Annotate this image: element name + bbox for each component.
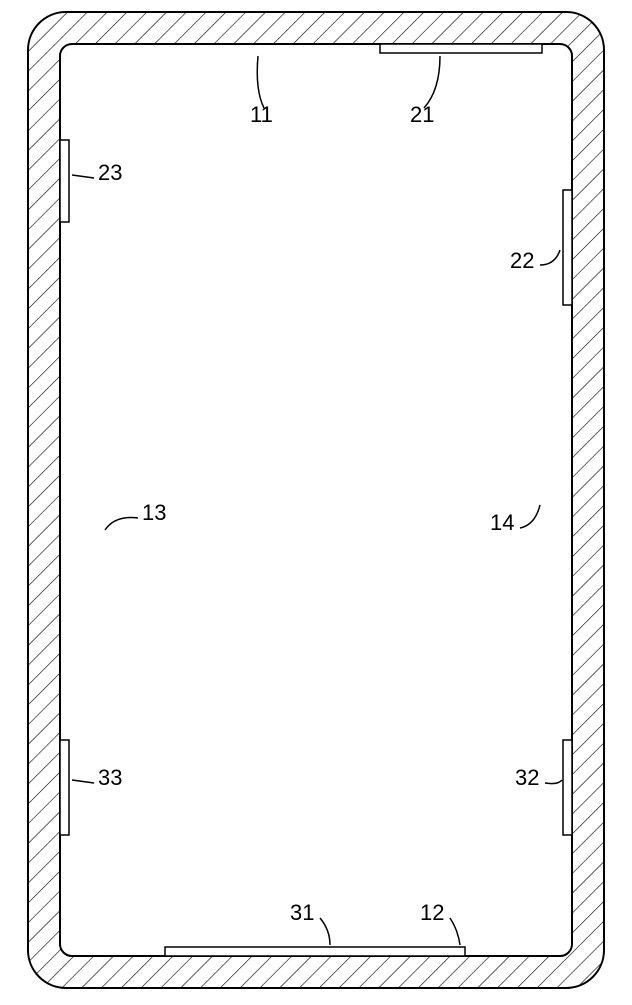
technical-diagram: 11 21 23 22 13 14 33 32 31 12 [0, 0, 632, 1000]
label-14: 14 [490, 510, 514, 536]
hatched-frame [0, 0, 632, 1000]
label-13: 13 [142, 500, 166, 526]
label-23: 23 [98, 160, 122, 186]
label-11: 11 [250, 102, 273, 128]
slot-bottom [165, 947, 465, 956]
slot-top-right [380, 44, 542, 53]
label-21: 21 [410, 102, 434, 128]
label-22: 22 [510, 248, 534, 274]
slot-right-lower [563, 740, 572, 835]
slot-left-lower [60, 740, 69, 835]
label-31: 31 [290, 900, 314, 926]
slot-right-upper [563, 190, 572, 305]
label-33: 33 [98, 765, 122, 791]
label-12: 12 [420, 900, 444, 926]
diagram-svg [0, 0, 632, 1000]
slot-left-upper [60, 140, 69, 222]
label-32: 32 [515, 765, 539, 791]
